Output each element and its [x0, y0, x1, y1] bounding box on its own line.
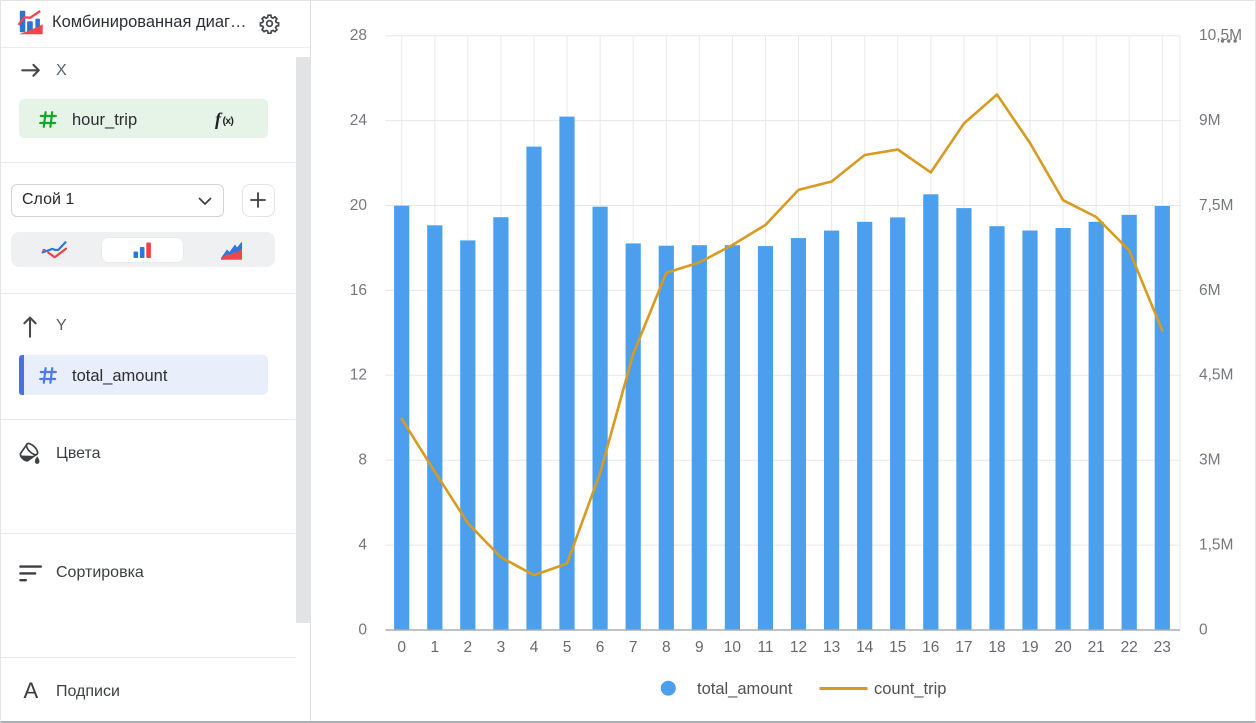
- svg-text:4,5M: 4,5M: [1199, 367, 1233, 384]
- svg-text:1,5M: 1,5M: [1199, 537, 1233, 554]
- svg-text:0: 0: [397, 639, 406, 656]
- svg-text:0: 0: [358, 621, 367, 638]
- svg-text:20: 20: [350, 197, 368, 214]
- svg-text:0: 0: [1199, 621, 1208, 638]
- svg-text:9M: 9M: [1199, 112, 1221, 129]
- svg-text:11: 11: [757, 639, 773, 656]
- svg-text:3M: 3M: [1199, 452, 1221, 469]
- svg-text:20: 20: [1054, 639, 1072, 656]
- svg-text:5: 5: [563, 639, 572, 656]
- svg-text:19: 19: [1021, 639, 1038, 656]
- svg-text:1: 1: [430, 639, 439, 656]
- svg-text:16: 16: [350, 282, 367, 299]
- svg-text:16: 16: [922, 639, 939, 656]
- svg-text:2: 2: [463, 639, 472, 656]
- svg-text:14: 14: [856, 639, 874, 656]
- svg-text:9: 9: [695, 639, 704, 656]
- svg-text:7,5M: 7,5M: [1199, 197, 1233, 214]
- svg-text:4: 4: [530, 639, 539, 656]
- svg-text:3: 3: [497, 639, 506, 656]
- svg-text:28: 28: [350, 27, 367, 44]
- svg-text:7: 7: [629, 639, 638, 656]
- svg-text:21: 21: [1088, 639, 1105, 656]
- svg-text:6: 6: [596, 639, 605, 656]
- svg-text:10: 10: [724, 639, 742, 656]
- svg-text:17: 17: [955, 639, 972, 656]
- svg-text:10,5M: 10,5M: [1199, 27, 1242, 44]
- svg-text:13: 13: [823, 639, 840, 656]
- svg-text:8: 8: [358, 452, 367, 469]
- svg-text:6M: 6M: [1199, 282, 1221, 299]
- svg-text:23: 23: [1154, 639, 1171, 656]
- svg-text:24: 24: [350, 112, 368, 129]
- svg-text:22: 22: [1121, 639, 1138, 656]
- svg-text:8: 8: [662, 639, 671, 656]
- svg-text:count_trip: count_trip: [874, 680, 946, 698]
- svg-text:12: 12: [350, 367, 367, 384]
- svg-text:15: 15: [889, 639, 906, 656]
- svg-text:12: 12: [790, 639, 807, 656]
- svg-text:18: 18: [988, 639, 1005, 656]
- svg-text:4: 4: [358, 537, 367, 554]
- svg-text:total_amount: total_amount: [697, 680, 793, 698]
